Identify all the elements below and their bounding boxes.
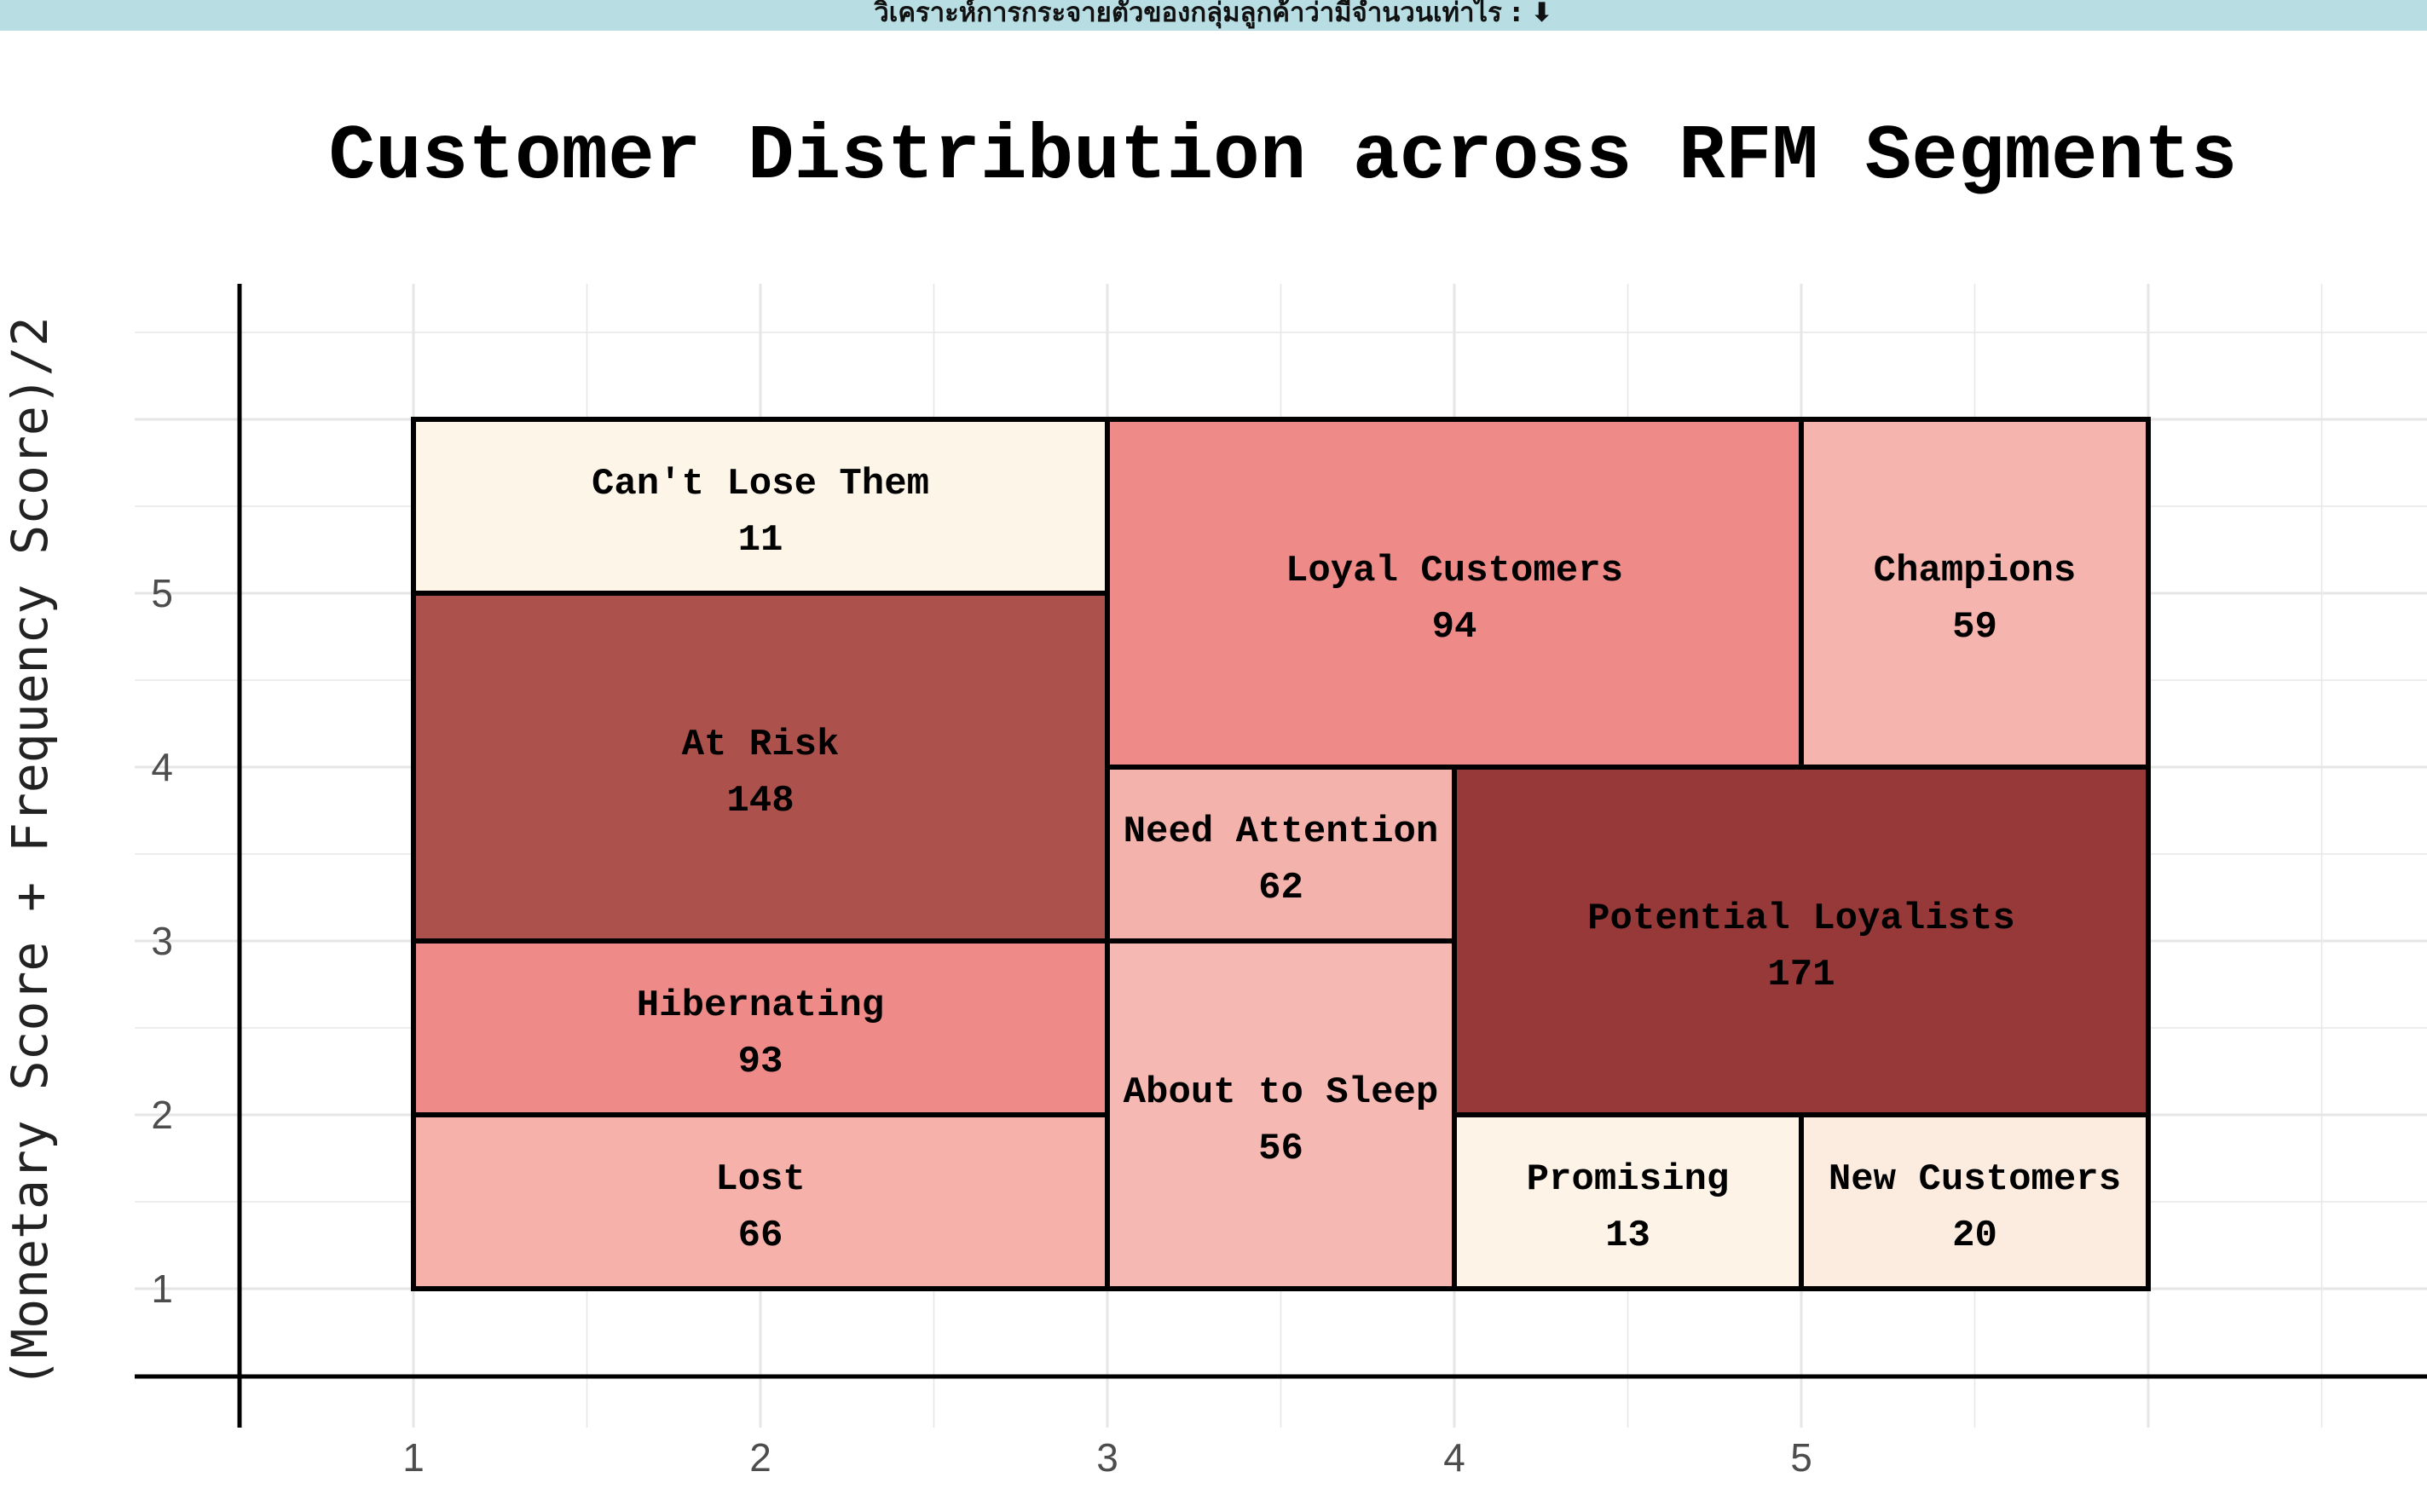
x-tick-label: 3 bbox=[1096, 1435, 1118, 1480]
segment-rect bbox=[1452, 1112, 1804, 1291]
y-tick-label: 3 bbox=[151, 919, 173, 963]
y-tick-label: 4 bbox=[151, 745, 173, 789]
segment-label: Can't Lose Them bbox=[592, 463, 929, 505]
segment-label: Promising bbox=[1527, 1158, 1730, 1201]
y-axis-title: (Monetary Score + Frequency Score)/2 bbox=[1, 316, 59, 1388]
segment-cell: About to Sleep 56 bbox=[1105, 938, 1457, 1291]
x-tick-label: 5 bbox=[1790, 1435, 1812, 1480]
segment-rect bbox=[1105, 765, 1457, 944]
segment-count: 94 bbox=[1432, 606, 1477, 649]
segment-cell: Hibernating 93 bbox=[411, 938, 1110, 1117]
segment-cell: Potential Loyalists 171 bbox=[1452, 765, 2151, 1117]
x-tick-label: 2 bbox=[749, 1435, 771, 1480]
x-tick-label: 1 bbox=[402, 1435, 425, 1480]
segment-cell: Lost 66 bbox=[411, 1112, 1110, 1291]
segment-cell: Need Attention 62 bbox=[1105, 765, 1457, 944]
segment-cell: New Customers 20 bbox=[1799, 1112, 2151, 1291]
segment-count: 171 bbox=[1767, 954, 1835, 996]
segment-rect bbox=[411, 591, 1110, 944]
segment-cell: Promising 13 bbox=[1452, 1112, 1804, 1291]
segment-count: 11 bbox=[738, 519, 783, 562]
segment-count: 56 bbox=[1258, 1128, 1303, 1170]
segment-rect bbox=[1105, 938, 1457, 1291]
segment-label: At Risk bbox=[682, 724, 840, 766]
chart-title: Customer Distribution across RFM Segment… bbox=[329, 113, 2238, 201]
segment-cell: Loyal Customers 94 bbox=[1105, 417, 1804, 770]
segment-count: 93 bbox=[738, 1041, 783, 1083]
segment-cell: At Risk 148 bbox=[411, 591, 1110, 944]
segment-cell: Can't Lose Them 11 bbox=[411, 417, 1110, 596]
segment-label: Lost bbox=[715, 1158, 806, 1201]
y-tick-label: 1 bbox=[151, 1267, 173, 1311]
axes bbox=[135, 284, 2427, 1428]
tick-labels: 1 2 3 4 5 1 2 3 4 5 bbox=[151, 571, 1812, 1480]
segment-count: 62 bbox=[1258, 867, 1303, 909]
top-banner: วิเคราะห์การกระจายตัวของกลุ่มลูกค้าว่ามี… bbox=[0, 0, 2427, 31]
segment-rect bbox=[411, 938, 1110, 1117]
segment-label: Hibernating bbox=[637, 984, 884, 1027]
segment-count: 20 bbox=[1952, 1215, 1997, 1257]
segment-cells: Can't Lose Them 11 Loyal Customers 94 Champi… bbox=[411, 417, 2151, 1291]
segment-count: 66 bbox=[738, 1215, 783, 1257]
segment-cell: Champions 59 bbox=[1799, 417, 2151, 770]
segment-rect bbox=[1799, 417, 2151, 770]
segment-label: Need Attention bbox=[1124, 811, 1439, 853]
x-tick-label: 4 bbox=[1443, 1435, 1465, 1480]
segment-count: 13 bbox=[1605, 1215, 1650, 1257]
segment-count: 59 bbox=[1952, 606, 1997, 649]
segment-label: Potential Loyalists bbox=[1587, 897, 2015, 940]
segment-label: Champions bbox=[1874, 550, 2077, 592]
y-tick-label: 2 bbox=[151, 1093, 173, 1137]
segment-rect bbox=[1452, 765, 2151, 1117]
segment-count: 148 bbox=[726, 780, 794, 822]
banner-text: วิเคราะห์การกระจายตัวของกลุ่มลูกค้าว่ามี… bbox=[874, 0, 1553, 28]
segment-rect bbox=[411, 1112, 1110, 1291]
segment-label: Loyal Customers bbox=[1286, 550, 1623, 592]
segment-rect bbox=[1799, 1112, 2151, 1291]
y-tick-label: 5 bbox=[151, 571, 173, 615]
segment-rect bbox=[411, 417, 1110, 596]
segment-label: New Customers bbox=[1829, 1158, 2121, 1201]
segment-label: About to Sleep bbox=[1124, 1071, 1439, 1114]
segment-rect bbox=[1105, 417, 1804, 770]
